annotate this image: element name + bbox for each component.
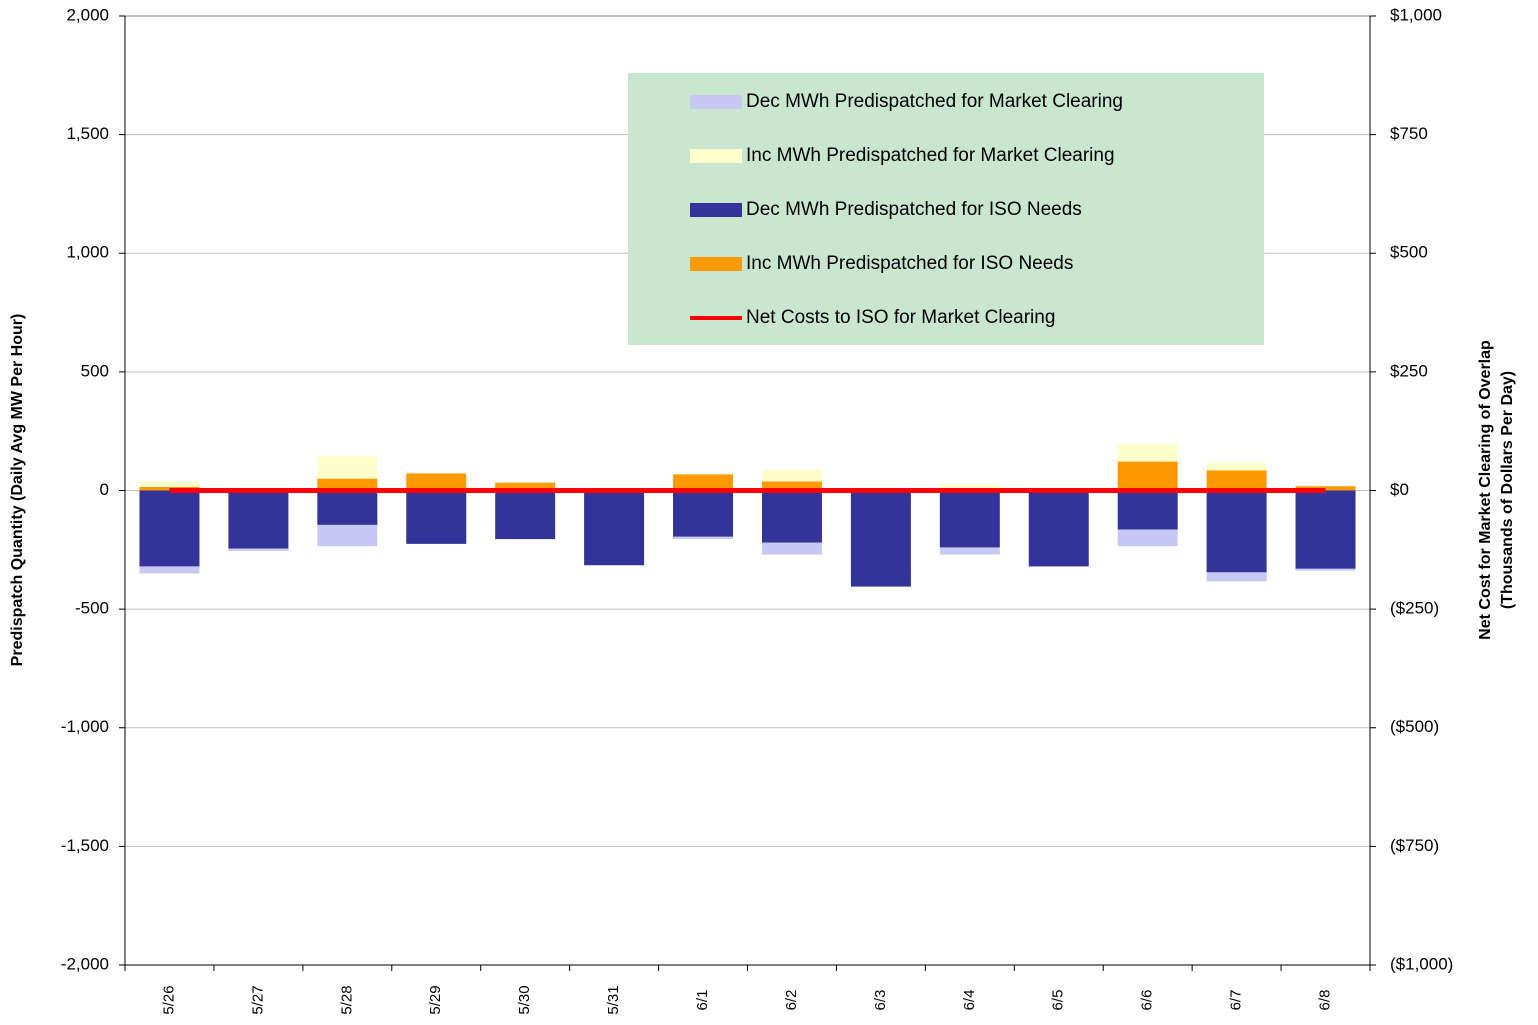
y2-tick-label: $500 xyxy=(1390,243,1428,262)
bar xyxy=(495,490,556,540)
x-tick-label: 5/28 xyxy=(338,985,355,1014)
bar xyxy=(1117,461,1178,491)
bar xyxy=(584,490,645,566)
bar xyxy=(1117,444,1178,462)
bar xyxy=(1117,490,1178,530)
bar xyxy=(1117,529,1178,547)
bar xyxy=(1206,462,1267,471)
bar xyxy=(761,542,822,555)
y2-tick-label: $250 xyxy=(1390,361,1428,380)
y2-axis-label: (Thousands of Dollars Per Day) xyxy=(1499,371,1516,609)
bar xyxy=(761,469,822,482)
x-tick-label: 6/1 xyxy=(694,990,711,1011)
y2-tick-label: ($1,000) xyxy=(1390,954,1453,973)
legend-swatch xyxy=(690,149,742,163)
y2-tick-label: ($500) xyxy=(1390,717,1439,736)
y-tick-label: 2,000 xyxy=(66,5,109,24)
bar xyxy=(406,490,467,544)
y2-tick-label: ($750) xyxy=(1390,836,1439,855)
y-tick-label: -2,000 xyxy=(61,954,109,973)
bar xyxy=(495,482,556,491)
y-tick-label: -500 xyxy=(75,599,109,618)
bar xyxy=(673,536,734,540)
bar xyxy=(850,490,911,587)
bar xyxy=(1206,572,1267,582)
legend-swatch xyxy=(690,257,742,271)
y-tick-label: 1,500 xyxy=(66,124,109,143)
bar xyxy=(139,490,200,567)
x-tick-label: 6/6 xyxy=(1139,990,1156,1011)
y2-tick-label: $0 xyxy=(1390,480,1409,499)
bar xyxy=(673,490,734,537)
bar xyxy=(1295,568,1356,571)
y-tick-label: 500 xyxy=(81,361,109,380)
bar xyxy=(939,484,1000,491)
bar xyxy=(673,474,734,491)
x-tick-label: 5/31 xyxy=(605,985,622,1014)
x-tick-label: 5/29 xyxy=(427,985,444,1014)
x-tick-label: 5/27 xyxy=(249,985,266,1014)
bar xyxy=(317,524,378,547)
y-tick-label: -1,000 xyxy=(61,717,109,736)
x-tick-label: 5/30 xyxy=(516,985,533,1014)
bar xyxy=(761,490,822,543)
y-tick-label: 1,000 xyxy=(66,243,109,262)
bar xyxy=(1028,490,1089,567)
bar xyxy=(939,547,1000,555)
bar xyxy=(1206,490,1267,573)
y2-axis-label: Net Cost for Market Clearing of Overlap xyxy=(1477,340,1494,640)
y-tick-label: -1,500 xyxy=(61,836,109,855)
x-tick-label: 5/26 xyxy=(160,985,177,1014)
bar xyxy=(1206,470,1267,491)
bar xyxy=(761,481,822,491)
bar xyxy=(139,566,200,574)
legend-swatch xyxy=(690,95,742,109)
bar xyxy=(317,478,378,491)
bar xyxy=(1295,490,1356,569)
x-tick-label: 6/4 xyxy=(961,990,978,1011)
y-tick-label: 0 xyxy=(100,480,109,499)
bar xyxy=(228,490,289,549)
y2-tick-label: $1,000 xyxy=(1390,5,1442,24)
x-tick-label: 6/8 xyxy=(1317,990,1334,1011)
bar xyxy=(317,456,378,479)
legend-label: Inc MWh Predispatched for Market Clearin… xyxy=(746,145,1115,166)
legend-swatch xyxy=(690,203,742,217)
x-tick-label: 6/2 xyxy=(783,990,800,1011)
y-axis-label: Predispatch Quantity (Daily Avg MW Per H… xyxy=(9,314,26,667)
y2-tick-label: ($250) xyxy=(1390,599,1439,618)
bar xyxy=(939,490,1000,548)
x-tick-label: 6/7 xyxy=(1228,990,1245,1011)
bar xyxy=(139,481,200,487)
y2-tick-label: $750 xyxy=(1390,124,1428,143)
x-tick-label: 6/3 xyxy=(872,990,889,1011)
legend-label: Inc MWh Predispatched for ISO Needs xyxy=(746,253,1073,274)
bar xyxy=(317,490,378,525)
legend-label: Dec MWh Predispatched for Market Clearin… xyxy=(746,91,1123,112)
legend-label: Net Costs to ISO for Market Clearing xyxy=(746,307,1055,328)
legend-label: Dec MWh Predispatched for ISO Needs xyxy=(746,199,1082,220)
x-tick-label: 6/5 xyxy=(1050,990,1067,1011)
bar xyxy=(406,473,467,491)
bar xyxy=(228,548,289,551)
